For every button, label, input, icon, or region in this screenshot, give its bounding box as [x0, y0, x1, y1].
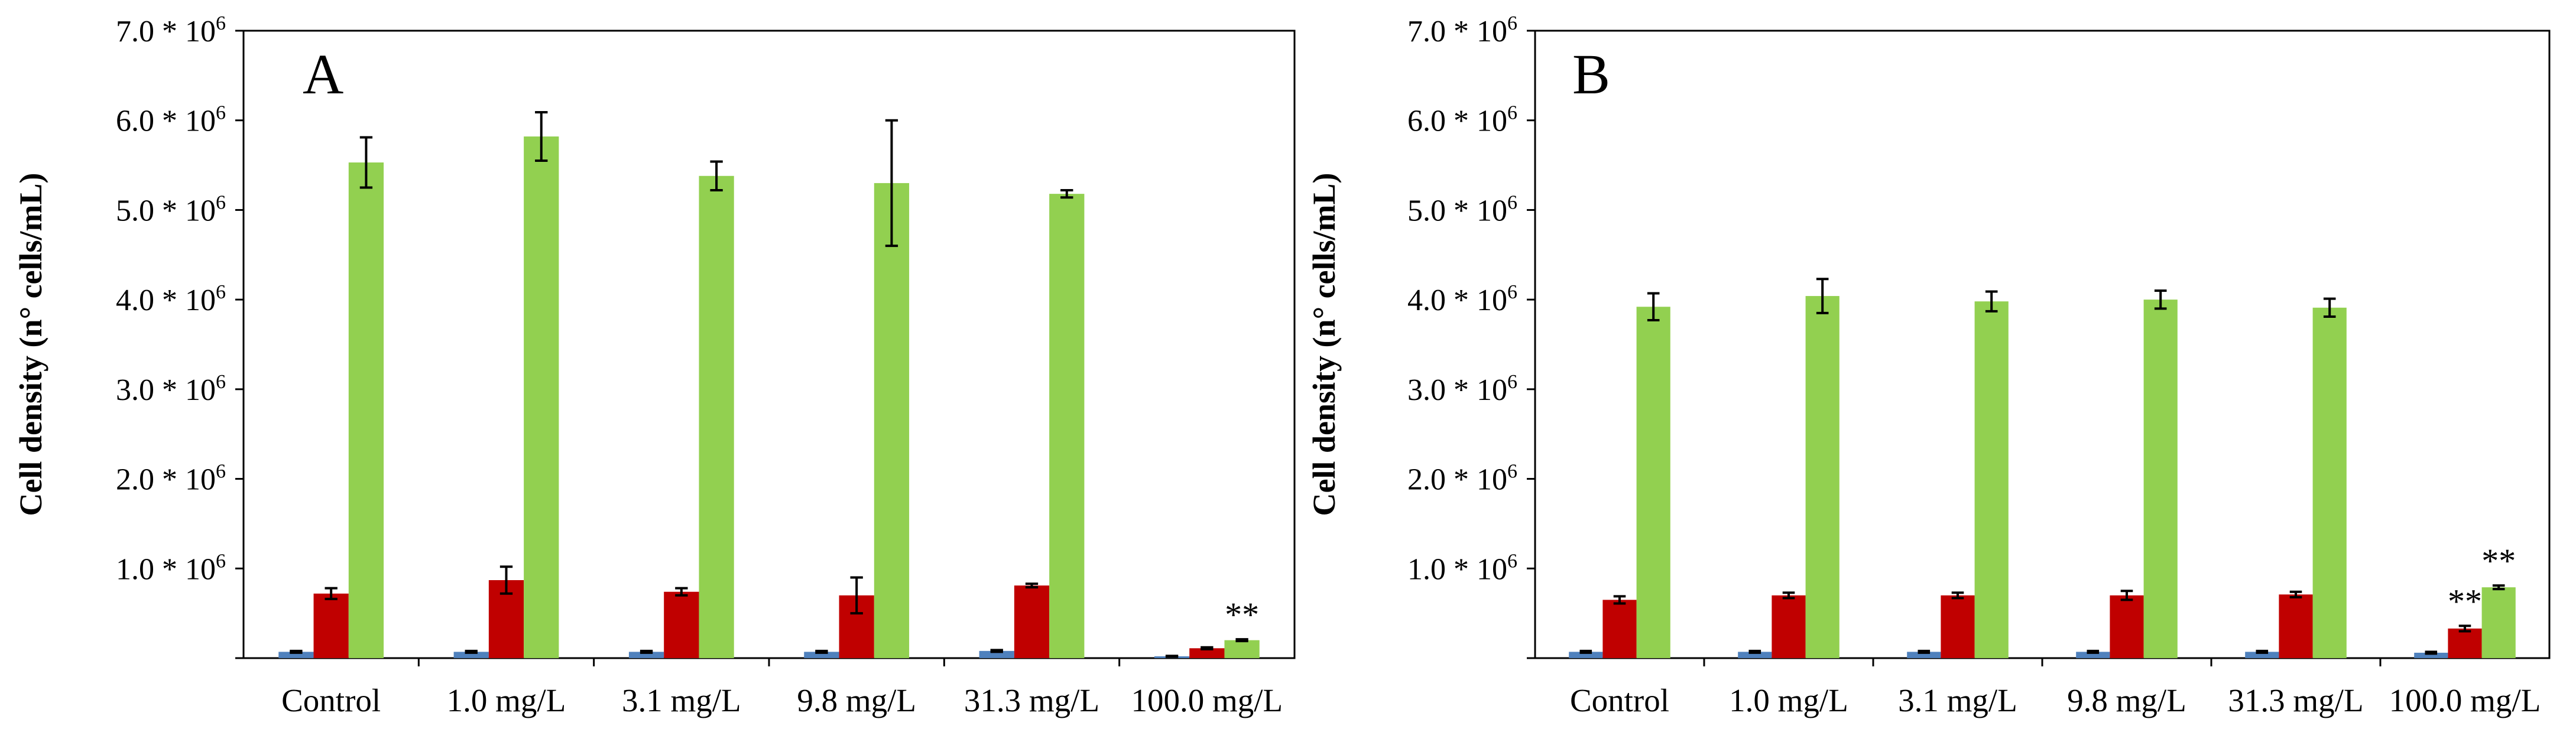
y-tick-label: 2.0 * 106 — [1407, 461, 1517, 497]
y-tick-label: 6.0 * 106 — [116, 102, 226, 138]
y-tick-label: 5.0 * 106 — [1407, 191, 1517, 227]
y-tick-label: 7.0 * 106 — [1407, 12, 1517, 48]
panel-label: B — [1572, 43, 1610, 106]
bar-1 — [453, 652, 489, 658]
bar-2 — [1941, 595, 1975, 658]
bar-2 — [1189, 648, 1225, 658]
x-tick-label: 100.0 mg/L — [1131, 682, 1283, 718]
x-tick-label: 9.8 mg/L — [2067, 682, 2186, 718]
bar-2 — [1772, 595, 1806, 658]
bar-2 — [1602, 600, 1637, 658]
bar-3 — [699, 175, 734, 659]
bar-2 — [313, 593, 349, 658]
bar-1 — [2245, 652, 2279, 658]
x-tick-label: Control — [281, 682, 381, 718]
bar-3 — [2143, 300, 2178, 659]
bar-3 — [2312, 307, 2347, 658]
x-tick-label: 31.3 mg/L — [2228, 682, 2363, 718]
bar-3 — [874, 183, 910, 658]
bar-1 — [804, 652, 839, 658]
y-tick-label: 2.0 * 106 — [116, 461, 226, 497]
y-tick-label: 5.0 * 106 — [116, 191, 226, 227]
y-axis-title: Cell density (n° cells/mL) — [1306, 173, 1342, 516]
bar-3 — [524, 136, 559, 659]
y-tick-label: 3.0 * 106 — [116, 371, 226, 407]
bar-3 — [1805, 296, 1839, 658]
bar-2 — [2279, 594, 2313, 658]
x-tick-label: 1.0 mg/L — [447, 682, 566, 718]
bar-3 — [1974, 301, 2009, 659]
x-tick-label: 9.8 mg/L — [797, 682, 916, 718]
plot-frame — [242, 30, 1296, 659]
y-tick-label: 1.0 * 106 — [1407, 550, 1517, 586]
bar-2 — [2110, 595, 2144, 658]
x-tick-label: 100.0 mg/L — [2389, 682, 2541, 718]
bar-1 — [1738, 652, 1772, 658]
y-tick-label: 7.0 * 106 — [116, 12, 226, 48]
y-tick-label: 3.0 * 106 — [1407, 371, 1517, 407]
chart-panel-a: 1.0 * 106 2.0 * 106 3.0 * 106 4.0 * 106 5.0 … — [13, 12, 1296, 718]
significance-label: ** — [2448, 582, 2482, 620]
y-axis-title: Cell density (n° cells/mL) — [13, 173, 48, 516]
y-tick-label: 4.0 * 106 — [116, 281, 226, 317]
bar-1 — [628, 652, 664, 658]
significance-label: ** — [2481, 542, 2516, 580]
bar-1 — [1907, 652, 1941, 658]
x-tick-label: 3.1 mg/L — [1898, 682, 2017, 718]
bar-3 — [1049, 194, 1085, 658]
y-tick-label: 4.0 * 106 — [1407, 281, 1517, 317]
bar-2 — [1014, 585, 1050, 658]
bar-3 — [2481, 587, 2516, 658]
bar-3 — [1224, 640, 1260, 658]
bar-1 — [979, 650, 1014, 658]
plot-frame — [1534, 30, 2551, 659]
chart-panel-b: 1.0 * 106 2.0 * 106 3.0 * 106 4.0 * 106 5.0 … — [1306, 12, 2551, 718]
x-tick-label: 1.0 mg/L — [1729, 682, 1848, 718]
bar-1 — [2414, 652, 2448, 658]
bar-1 — [1569, 652, 1603, 658]
bar-2 — [664, 591, 699, 658]
significance-label: ** — [1225, 595, 1259, 634]
x-tick-label: Control — [1570, 682, 1669, 718]
bar-3 — [348, 162, 384, 658]
x-tick-label: 3.1 mg/L — [622, 682, 741, 718]
bar-1 — [278, 652, 314, 658]
panel-label: A — [303, 43, 343, 106]
y-tick-label: 1.0 * 106 — [116, 550, 226, 586]
bar-2 — [2448, 628, 2482, 658]
x-tick-label: 31.3 mg/L — [964, 682, 1099, 718]
bar-3 — [1636, 307, 1670, 658]
y-tick-label: 6.0 * 106 — [1407, 102, 1517, 138]
bar-1 — [2076, 652, 2110, 658]
